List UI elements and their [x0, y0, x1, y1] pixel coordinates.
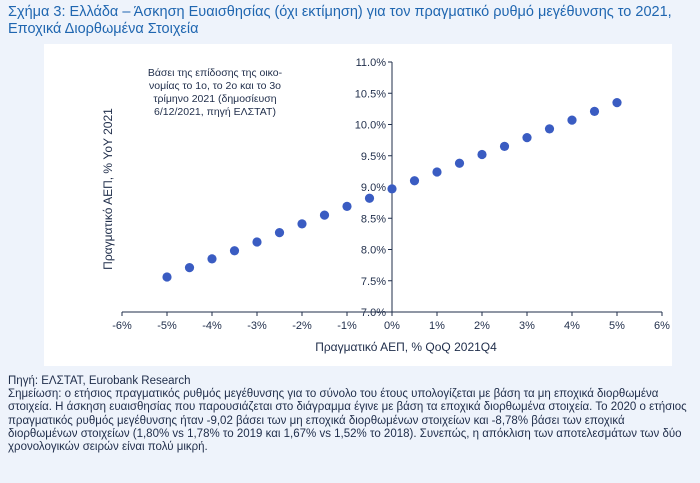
y-tick-label: 10.5%: [355, 88, 386, 100]
x-axis-title: Πραγματικό ΑΕΠ, % QoQ 2021Q4: [315, 340, 497, 354]
x-tick-label: 3%: [519, 320, 535, 332]
data-point: [477, 149, 487, 160]
x-tick-label: 4%: [564, 320, 580, 332]
x-tick-label: -4%: [202, 320, 222, 332]
data-point: [454, 158, 465, 168]
x-tick-label: -6%: [112, 320, 132, 332]
x-tick-label: -5%: [157, 320, 177, 332]
data-point: [364, 193, 375, 203]
data-point: [589, 106, 600, 116]
x-tick-label: 0%: [384, 320, 400, 332]
note-text: Σημείωση: ο ετήσιος πραγματικός ρυθμός μ…: [8, 388, 687, 454]
scatter-chart: -6% -5% -4% -3% -2% -1% 0% 1% 2% 3% 4% 5% 6% 7.0% 7.5%…: [101, 57, 670, 354]
figure-title: Σχήμα 3: Ελλάδα – Άσκηση Ευαισθησίας (όχ…: [8, 4, 672, 37]
data-point: [184, 263, 195, 273]
y-axis-title: Πραγματικό ΑΕΠ, % YoY 2021: [101, 108, 115, 270]
data-point: [432, 167, 442, 177]
data-point: [544, 124, 555, 134]
annotation-line: νομίας το 1ο, το 2ο και το 3ο: [149, 80, 281, 92]
y-tick-label: 9.0%: [361, 182, 386, 194]
x-tick-label: -1%: [337, 320, 357, 332]
x-tick-label: 1%: [429, 320, 445, 332]
data-point: [499, 141, 510, 151]
y-tick-label: 9.5%: [361, 151, 386, 163]
data-point: [252, 237, 262, 247]
data-point: [297, 219, 307, 229]
y-tick-label: 7.5%: [361, 276, 386, 288]
x-tick-label: 2%: [474, 320, 490, 332]
data-point: [409, 176, 420, 186]
annotation-line: Βάσει της επίδοσης της οικο-: [148, 67, 283, 79]
data-point: [274, 228, 285, 238]
data-point: [522, 133, 532, 143]
y-tick-label: 10.0%: [355, 120, 386, 132]
footer: Πηγή: ΕΛΣΤΑΤ, Eurobank Research Σημείωση…: [8, 375, 692, 454]
x-tick-label: -2%: [292, 320, 312, 332]
y-tick-label: 8.0%: [361, 245, 386, 257]
data-point: [342, 201, 352, 211]
y-tick-label: 8.5%: [361, 213, 386, 225]
annotation-box: [124, 64, 306, 126]
y-tick-label: 7.0%: [361, 307, 386, 319]
data-point: [387, 184, 397, 194]
data-point: [229, 246, 240, 256]
data-point: [319, 210, 330, 220]
annotation-line: 6/12/2021, πηγή ΕΛΣΤΑΤ): [154, 106, 276, 118]
data-point: [612, 98, 622, 108]
y-tick-label: 11.0%: [356, 57, 387, 69]
x-tick-label: -3%: [247, 320, 267, 332]
data-point: [207, 254, 217, 264]
source-text: Πηγή: ΕΛΣΤΑΤ, Eurobank Research: [8, 375, 191, 387]
x-tick-label: 6%: [654, 320, 670, 332]
annotation-line: τρίμηνο 2021 (δημοσίευση: [153, 93, 276, 105]
data-point: [567, 115, 577, 125]
data-point: [162, 272, 172, 282]
x-tick-label: 5%: [609, 320, 625, 332]
chart-area: -6% -5% -4% -3% -2% -1% 0% 1% 2% 3% 4% 5% 6% 7.0% 7.5%…: [44, 44, 672, 366]
